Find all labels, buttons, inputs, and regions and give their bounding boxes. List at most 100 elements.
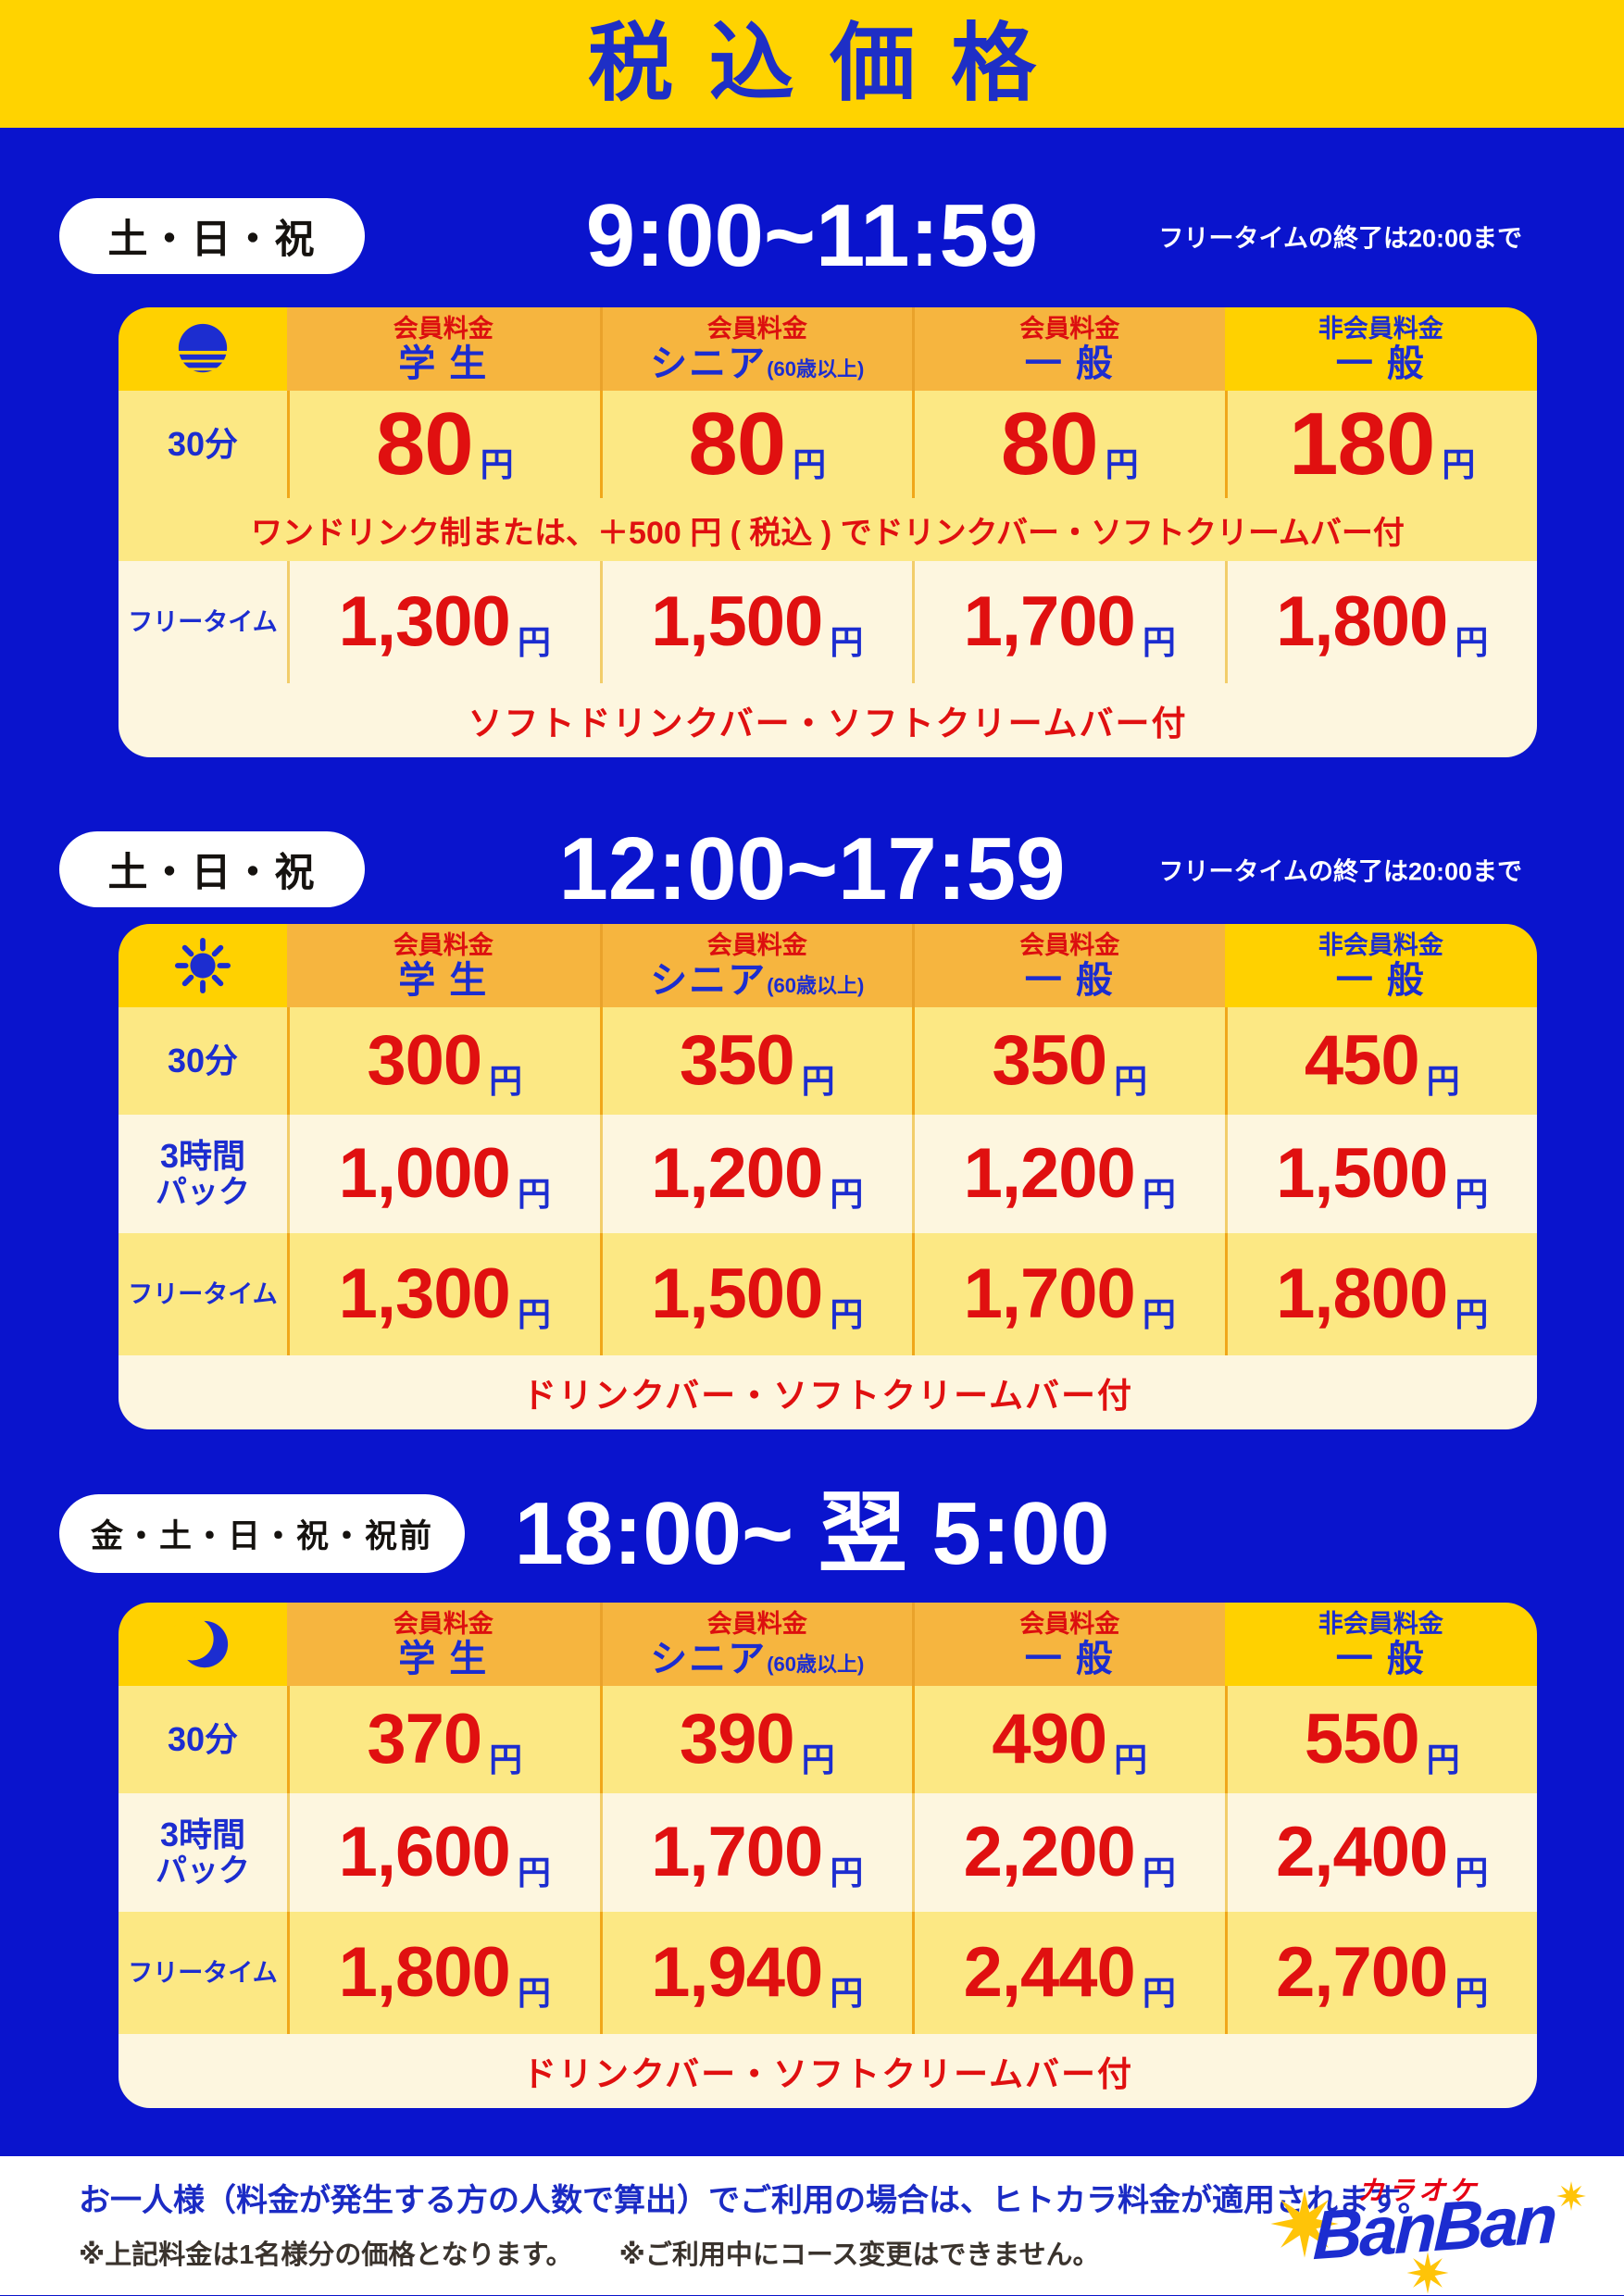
table-header-row: 会員料金 学 生 会員料金 シニア(60歳以上) 会員料金 一 般 非会員料金 … <box>119 924 1537 1007</box>
yen-unit: 円 <box>1142 623 1176 661</box>
row-label: 3時間 パック <box>156 1815 250 1890</box>
col-label: 学 生 <box>398 959 489 1001</box>
price-cell: 1,800 円 <box>1224 561 1538 683</box>
yen-unit: 円 <box>1455 1974 1489 2012</box>
footer: お一人様（料金が発生する方の人数で算出）でご利用の場合は、ヒトカラ料金が適用され… <box>0 2156 1624 2295</box>
price-cell: 1,700 円 <box>599 1793 913 1912</box>
price-cell: 2,200 円 <box>912 1793 1225 1912</box>
yen-unit: 円 <box>830 623 864 661</box>
freetime-end-note: フリータイムの終了は20:00まで <box>1158 857 1522 886</box>
price-cell: 1,500 円 <box>1224 1115 1538 1233</box>
price-value: 350 <box>679 1021 795 1100</box>
table-header-row: 会員料金 学 生 会員料金 シニア(60歳以上) 会員料金 一 般 非会員料金 … <box>119 307 1537 391</box>
price-cell: 1,500 円 <box>599 1233 913 1355</box>
yen-unit: 円 <box>830 1974 864 2012</box>
star-icon <box>1406 2252 1449 2294</box>
price-value: 1,300 <box>338 1254 511 1333</box>
price-table-afternoon: 会員料金 学 生 会員料金 シニア(60歳以上) 会員料金 一 般 非会員料金 … <box>119 924 1537 1429</box>
col-label: シニア(60歳以上) <box>650 343 865 384</box>
included-bar-note: ドリンクバー・ソフトクリームバー付 <box>119 2034 1537 2108</box>
logo-banban-text: BanBan <box>1311 2179 1556 2275</box>
col-label: 一 般 <box>1024 1638 1115 1679</box>
time-range: 9:00~11:59 <box>585 186 1039 285</box>
yen-unit: 円 <box>830 1175 864 1213</box>
banban-logo: カラオケ BanBan <box>1270 2162 1586 2294</box>
price-value: 1,800 <box>1276 1254 1448 1333</box>
price-row-30min: 30分 80 円 80 円 80 円 180 円 <box>119 391 1537 498</box>
price-value: 390 <box>679 1700 795 1778</box>
nonmember-type-label: 非会員料金 <box>1318 1609 1443 1638</box>
price-value: 1,700 <box>651 1813 823 1891</box>
price-value: 550 <box>1304 1700 1420 1778</box>
days-badge: 土・日・祝 <box>59 831 365 907</box>
price-table-night: 会員料金 学 生 会員料金 シニア(60歳以上) 会員料金 一 般 非会員料金 … <box>119 1603 1537 2108</box>
price-cell: 1,700 円 <box>912 561 1225 683</box>
yen-unit: 円 <box>1426 1741 1460 1778</box>
row-label: フリータイム <box>128 1958 278 1987</box>
price-cell: 1,940 円 <box>599 1912 913 2034</box>
section-night-header: 金・土・日・祝・祝前 18:00~ 翌 5:00 <box>59 1489 1565 1578</box>
price-cell: 2,440 円 <box>912 1912 1225 2034</box>
price-cell: 390 円 <box>599 1686 913 1793</box>
price-value: 450 <box>1304 1021 1420 1100</box>
price-cell: 1,200 円 <box>912 1115 1225 1233</box>
col-header-student: 会員料金 学 生 <box>287 1603 600 1686</box>
section-afternoon-header: 土・日・祝 12:00~17:59 フリータイムの終了は20:00まで <box>59 825 1565 914</box>
price-row-freetime: フリータイム 1,300 円 1,500 円 1,700 円 1,800 円 <box>119 1233 1537 1355</box>
yen-unit: 円 <box>517 1175 551 1213</box>
col-label: 学 生 <box>398 1638 489 1679</box>
price-value: 1,500 <box>1276 1134 1448 1213</box>
yen-unit: 円 <box>1114 1741 1148 1778</box>
price-cell: 2,700 円 <box>1224 1912 1538 2034</box>
footer-notes: お一人様（料金が発生する方の人数で算出）でご利用の場合は、ヒトカラ料金が適用され… <box>79 2182 1430 2272</box>
col-label-suffix: (60歳以上) <box>767 1652 865 1676</box>
hitokara-notice: お一人様（料金が発生する方の人数で算出）でご利用の場合は、ヒトカラ料金が適用され… <box>79 2183 1430 2218</box>
section-morning-header: 土・日・祝 9:00~11:59 フリータイムの終了は20:00まで <box>59 192 1565 281</box>
price-value: 80 <box>375 394 474 493</box>
price-value: 370 <box>367 1700 482 1778</box>
price-row-3hour-pack: 3時間 パック 1,000 円 1,200 円 1,200 円 1,500 円 <box>119 1115 1537 1233</box>
yen-unit: 円 <box>830 1853 864 1891</box>
yen-unit: 円 <box>517 1974 551 2012</box>
icon-cell <box>119 924 287 1007</box>
col-header-student: 会員料金 学 生 <box>287 307 600 391</box>
member-type-label: 会員料金 <box>706 314 807 343</box>
yen-unit: 円 <box>1142 1974 1176 2012</box>
col-header-senior: 会員料金 シニア(60歳以上) <box>599 924 912 1007</box>
price-row-freetime: フリータイム 1,800 円 1,940 円 2,440 円 2,700 円 <box>119 1912 1537 2034</box>
price-row-30min: 30分 300 円 350 円 350 円 450 円 <box>119 1007 1537 1115</box>
col-label-suffix: (60歳以上) <box>767 356 865 381</box>
price-value: 2,440 <box>963 1933 1136 2012</box>
col-header-nonmember: 非会員料金 一 般 <box>1224 1603 1537 1686</box>
footnote-no-course-change: ※ご利用中にコース変更はできません。 <box>618 2240 1100 2270</box>
price-value: 300 <box>367 1021 482 1100</box>
logo-karaoke-text: カラオケ <box>1357 2177 1480 2206</box>
icon-cell <box>119 307 287 391</box>
sun-icon <box>174 937 231 994</box>
col-header-senior: 会員料金 シニア(60歳以上) <box>599 1603 912 1686</box>
col-header-nonmember: 非会員料金 一 般 <box>1224 307 1537 391</box>
price-row-3hour-pack: 3時間 パック 1,600 円 1,700 円 2,200 円 2,400 円 <box>119 1793 1537 1912</box>
yen-unit: 円 <box>1142 1175 1176 1213</box>
col-header-general: 会員料金 一 般 <box>912 307 1225 391</box>
price-value: 1,300 <box>338 582 511 661</box>
col-header-senior: 会員料金 シニア(60歳以上) <box>599 307 912 391</box>
col-label: 一 般 <box>1024 959 1115 1001</box>
days-badge: 土・日・祝 <box>59 198 365 274</box>
table-header-row: 会員料金 学 生 会員料金 シニア(60歳以上) 会員料金 一 般 非会員料金 … <box>119 1603 1537 1686</box>
member-type-label: 会員料金 <box>393 930 493 959</box>
price-cell: 490 円 <box>912 1686 1225 1793</box>
price-value: 1,200 <box>651 1134 823 1213</box>
row-label: 30分 <box>167 424 239 463</box>
yen-unit: 円 <box>1455 1295 1489 1333</box>
price-cell: 300 円 <box>287 1007 600 1115</box>
price-cell: 350 円 <box>912 1007 1225 1115</box>
col-header-general: 会員料金 一 般 <box>912 924 1225 1007</box>
col-label-suffix: (60歳以上) <box>767 973 865 997</box>
row-label: フリータイム <box>128 1279 278 1308</box>
freetime-end-note: フリータイムの終了は20:00まで <box>1158 224 1522 253</box>
top-banner: 税込価格 <box>0 0 1624 128</box>
price-value: 1,500 <box>651 582 823 661</box>
price-row-freetime: フリータイム 1,300 円 1,500 円 1,700 円 1,800 円 <box>119 561 1537 683</box>
price-cell: 80 円 <box>912 391 1225 498</box>
